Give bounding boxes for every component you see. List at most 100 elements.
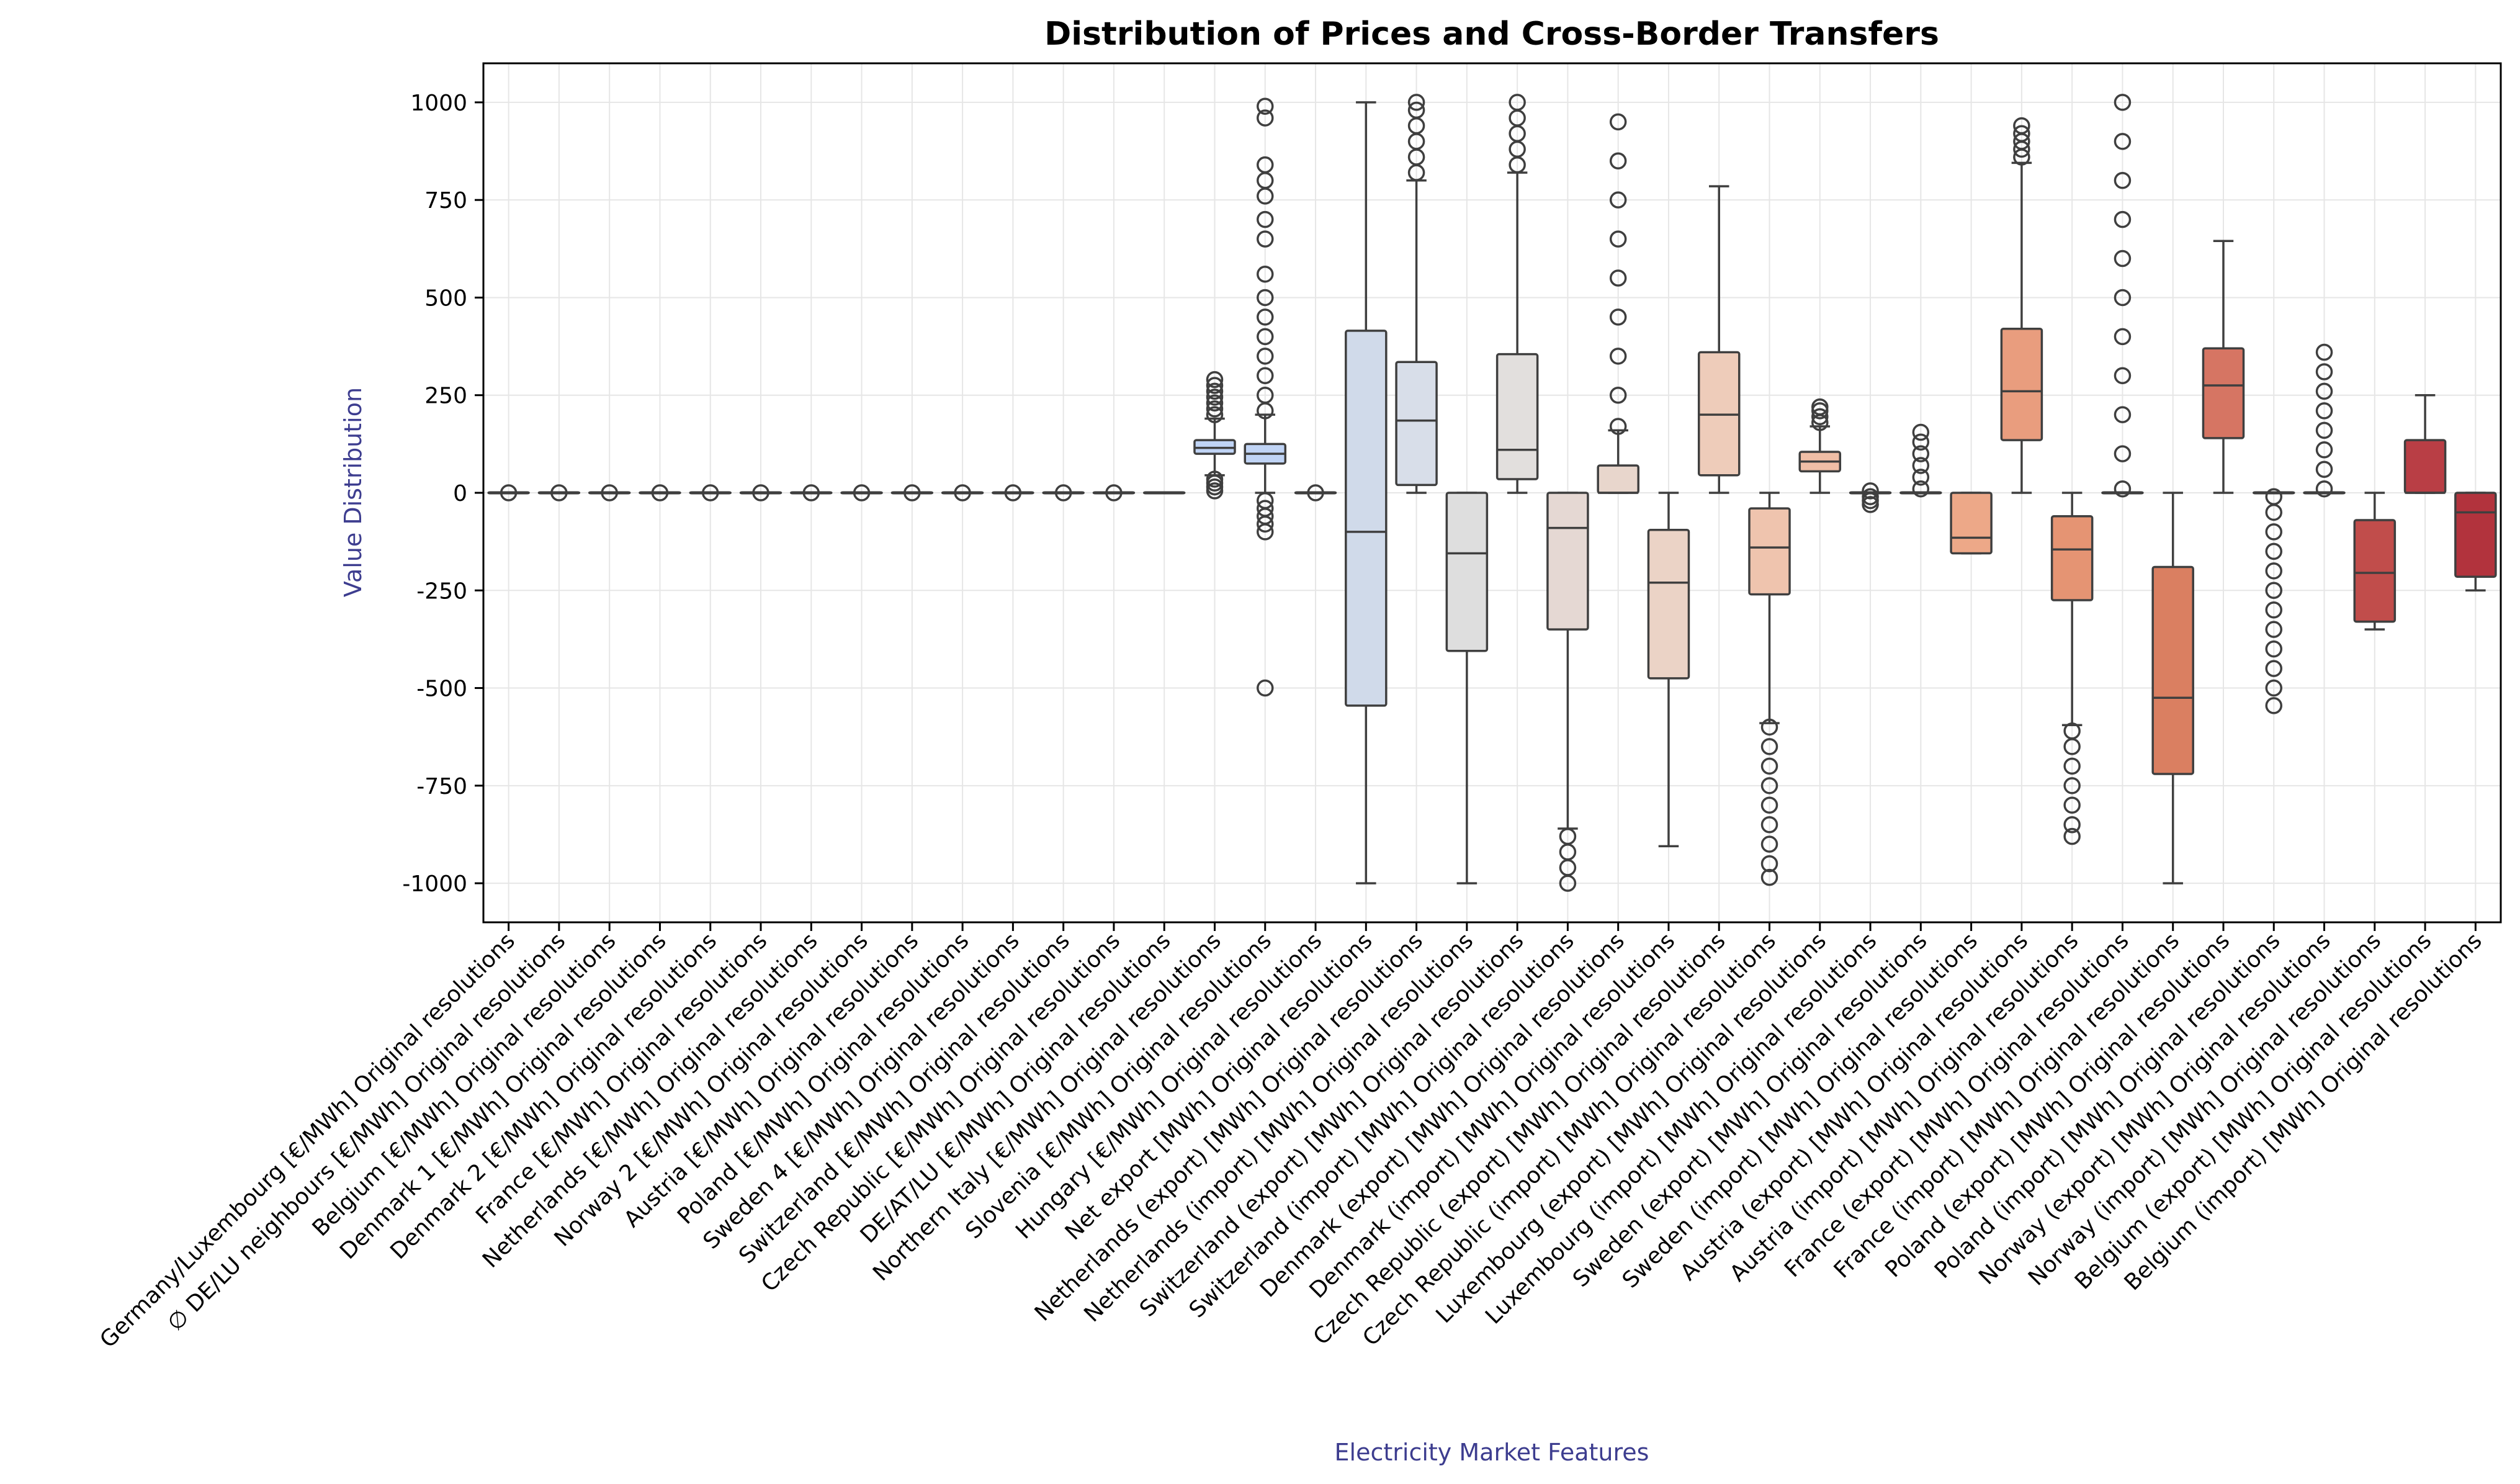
outlier-point	[1609, 308, 1627, 326]
outlier-point	[1862, 488, 1879, 506]
box-group	[689, 484, 732, 501]
box	[2353, 519, 2397, 623]
box-group	[2050, 492, 2094, 845]
box-group	[588, 484, 631, 501]
outlier-point	[1609, 191, 1627, 209]
outlier-point	[1257, 210, 1274, 228]
outlier-point	[1912, 480, 1930, 498]
outlier-point	[1257, 386, 1274, 404]
outlier-point	[2013, 125, 2030, 142]
outlier-point	[1407, 101, 1425, 119]
outlier-point	[853, 484, 871, 501]
outlier-point	[2013, 117, 2030, 135]
outlier-point	[1509, 94, 1526, 111]
box	[2000, 328, 2043, 441]
outlier-point	[500, 484, 518, 501]
outlier-point	[2315, 461, 2333, 479]
outlier-point	[2063, 796, 2081, 814]
outlier-point	[1257, 679, 1274, 697]
outlier-point	[1862, 482, 1879, 500]
outlier-point	[1257, 500, 1274, 517]
outlier-point	[1054, 484, 1072, 501]
outlier-point	[1760, 855, 1778, 873]
box-group	[537, 484, 581, 501]
outlier-point	[1206, 400, 1224, 418]
outlier-point	[1206, 382, 1224, 400]
outlier-point	[1257, 156, 1274, 174]
outlier-point	[1760, 777, 1778, 794]
outlier-point	[651, 484, 669, 501]
outlier-point	[2265, 542, 2283, 560]
box-group	[2353, 492, 2397, 631]
outlier-point	[2114, 210, 2132, 228]
outlier-point	[2063, 816, 2081, 834]
outlier-point	[2114, 406, 2132, 423]
y-tick-label: 1000	[410, 91, 467, 116]
outlier-point	[1206, 371, 1224, 389]
outlier-point	[2265, 679, 2283, 697]
outlier-point	[1760, 868, 1778, 886]
box-group	[2151, 492, 2194, 884]
box	[1950, 492, 1993, 555]
box-group	[1042, 484, 1085, 501]
box-group	[1798, 398, 1842, 494]
box	[1647, 529, 1690, 680]
outlier-point	[1559, 875, 1577, 892]
outlier-point	[1760, 816, 1778, 834]
outlier-point	[1206, 470, 1224, 488]
outlier-point	[1257, 289, 1274, 307]
outlier-point	[2265, 601, 2283, 619]
outlier-point	[1206, 406, 1224, 423]
outlier-point	[1760, 718, 1778, 736]
chart-title: Distribution of Prices and Cross-Border …	[1044, 16, 1939, 53]
outlier-point	[752, 484, 769, 501]
outlier-point	[1609, 269, 1627, 287]
box-group	[1092, 484, 1136, 501]
outlier-point	[1257, 230, 1274, 248]
outlier-point	[550, 484, 568, 501]
box-group	[487, 484, 530, 501]
box	[2454, 492, 2497, 578]
outlier-point	[1912, 469, 1930, 486]
box-group	[1849, 482, 1892, 513]
outlier-point	[1912, 457, 1930, 474]
outlier-point	[601, 484, 618, 501]
box	[2151, 565, 2194, 775]
outlier-point	[2265, 488, 2283, 506]
outlier-point	[1609, 348, 1627, 365]
outlier-point	[1257, 265, 1274, 283]
outlier-point	[2114, 250, 2132, 268]
box	[1395, 361, 1438, 487]
box	[2202, 347, 2245, 439]
box-group	[1495, 94, 1539, 494]
outlier-point	[1912, 423, 1930, 441]
box-group	[890, 484, 934, 501]
outlier-point	[2315, 402, 2333, 420]
outlier-point	[1609, 113, 1627, 131]
box-group	[840, 484, 883, 501]
outlier-point	[1811, 398, 1829, 416]
outlier-point	[1206, 394, 1224, 412]
outlier-point	[2114, 171, 2132, 189]
outlier-point	[1609, 418, 1627, 435]
outlier-point	[1760, 757, 1778, 775]
box-group	[1748, 492, 1791, 886]
outlier-point	[2315, 480, 2333, 498]
y-tick-label: 0	[453, 481, 467, 506]
box	[1546, 492, 1589, 631]
outlier-point	[2265, 582, 2283, 600]
outlier-point	[1407, 94, 1425, 111]
outlier-point	[1609, 230, 1627, 248]
box-group	[1142, 491, 1186, 495]
outlier-point	[1004, 484, 1022, 501]
box-group	[1345, 101, 1388, 884]
y-tick-label: -250	[416, 578, 467, 604]
outlier-point	[1105, 484, 1123, 501]
outlier-point	[2315, 441, 2333, 459]
box-group	[1546, 492, 1589, 892]
box-group	[2454, 492, 2497, 592]
box-group	[2403, 393, 2447, 494]
y-axis-label: Value Distribution	[339, 387, 367, 597]
box-group	[1445, 492, 1489, 884]
